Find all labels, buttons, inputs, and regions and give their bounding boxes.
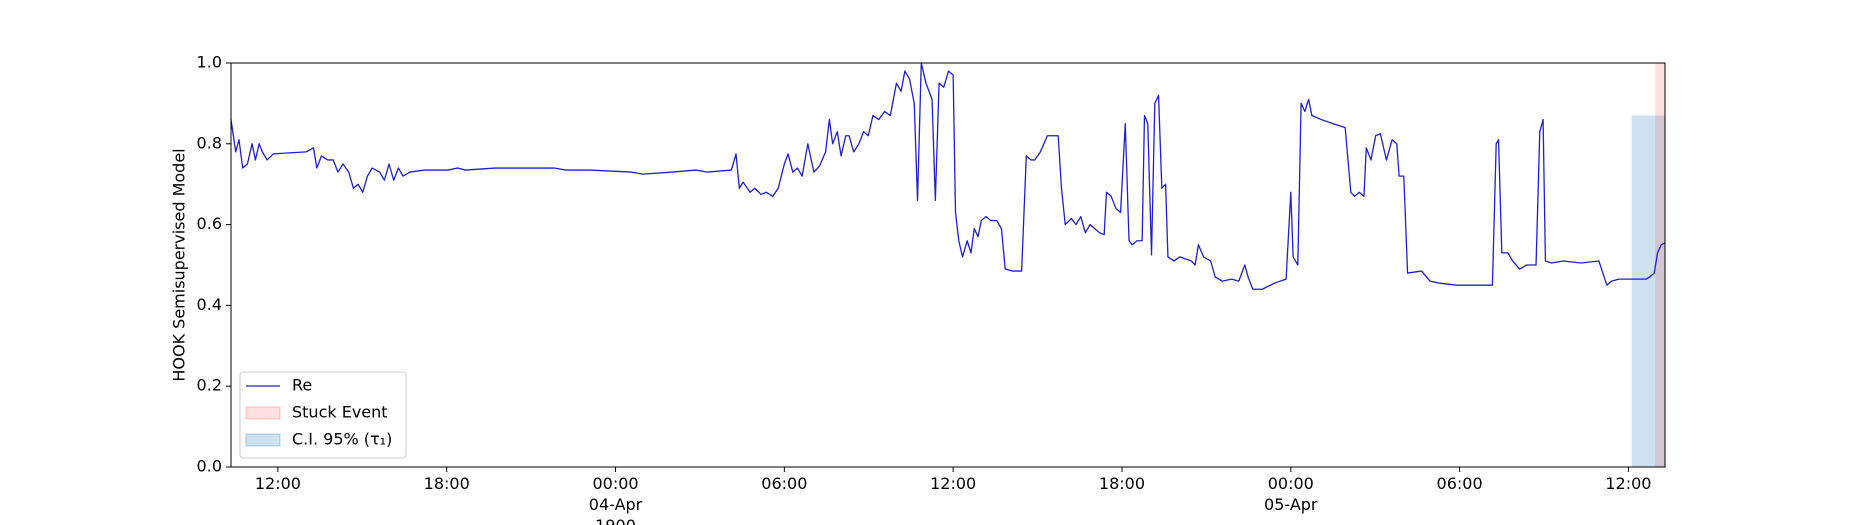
y-tick-label: 0.4 [197,295,222,314]
x-tick-label: 12:00 [255,474,301,493]
x-tick-label: 06:00 [761,474,807,493]
y-tick-label: 0.8 [197,133,222,152]
data-line [230,62,1666,290]
legend-patch [245,433,281,447]
region [1655,63,1665,467]
region [1631,115,1665,468]
legend-label: Re [292,376,312,395]
legend-label: C.I. 95% (τ₁) [292,430,392,449]
x-tick-label: 06:00 [1437,474,1483,493]
legend-patch [245,406,281,420]
y-tick-label: 1.0 [197,53,222,72]
plot-frame [230,62,1666,468]
legend-label: Stuck Event [292,403,388,422]
y-axis-label: HOOK Semisupervised Model [170,148,189,381]
x-tick-label: 12:00 [930,474,976,493]
legend-box [239,371,407,459]
x-tick-label: 00:00 05-Apr [1264,474,1318,514]
x-tick-label: 18:00 [1099,474,1145,493]
x-tick-label: 12:00 [1605,474,1651,493]
x-tick-label: 18:00 [424,474,470,493]
y-tick-label: 0.0 [197,457,222,476]
y-tick-label: 0.2 [197,376,222,395]
y-tick-label: 0.6 [197,214,222,233]
